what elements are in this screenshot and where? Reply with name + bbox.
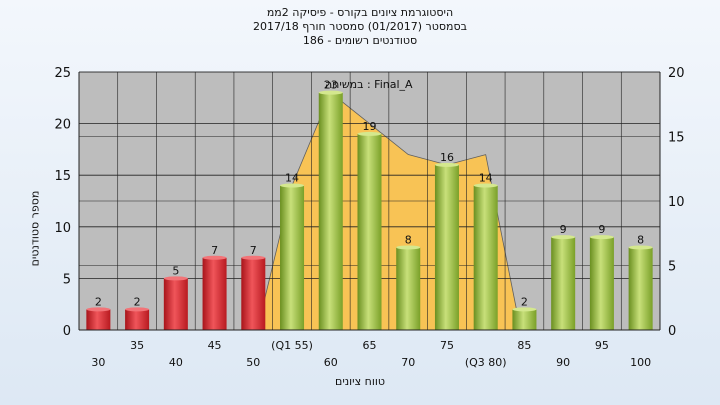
x-tick-label: 40 bbox=[169, 356, 183, 369]
bar-35 bbox=[125, 309, 150, 330]
x-tick-label: 50 bbox=[246, 356, 260, 369]
x-tick-label: 70 bbox=[401, 356, 415, 369]
bar-cap bbox=[125, 307, 150, 312]
y-tick-label: 25 bbox=[54, 66, 71, 81]
y-axis-label: מספר סטודנטים bbox=[28, 190, 42, 267]
y-tick-label: 15 bbox=[54, 169, 71, 184]
x-tick-label: 35 bbox=[130, 339, 144, 352]
x-tick-label: 100 bbox=[630, 356, 651, 369]
x-axis-label: טווח ציונים bbox=[335, 375, 385, 388]
bar-cap bbox=[241, 255, 266, 260]
x-tick-label: 75 bbox=[440, 339, 454, 352]
bar-cap bbox=[396, 245, 421, 250]
bar-90 bbox=[551, 237, 576, 330]
bar-value-label: 7 bbox=[250, 244, 257, 257]
x-tick-label: (Q1 55) bbox=[271, 339, 313, 352]
bar-40 bbox=[163, 278, 188, 330]
x-tick-label: 30 bbox=[91, 356, 105, 369]
bar-cap bbox=[473, 183, 498, 188]
bar-cap bbox=[202, 255, 227, 260]
bar-60 bbox=[318, 92, 343, 330]
bar-75 bbox=[434, 164, 459, 330]
bar-155 bbox=[280, 185, 305, 330]
chart-title-line-1: היסטוגרמת ציונים בקורס - פיסיקה 2ממ bbox=[266, 6, 454, 19]
y2-tick-label: 20 bbox=[668, 66, 685, 81]
y-tick-label: 5 bbox=[63, 272, 71, 287]
y2-tick-label: 5 bbox=[668, 260, 676, 275]
bar-value-label: 2 bbox=[134, 295, 141, 308]
x-tick-label: 60 bbox=[324, 356, 338, 369]
bar-cap bbox=[86, 307, 111, 312]
bar-cap bbox=[357, 131, 382, 136]
bar-value-label: 8 bbox=[405, 233, 412, 246]
bar-value-label: 2 bbox=[95, 295, 102, 308]
chart-title-line-2: בסמסטר (01/2017) סמסטר חורף 2017/18 bbox=[253, 20, 467, 33]
bar-value-label: 16 bbox=[440, 151, 454, 164]
y2-tick-label: 0 bbox=[668, 324, 676, 339]
bar-100 bbox=[628, 247, 653, 330]
chart-title-line-3: סטודנטים רשומים - 186 bbox=[302, 34, 418, 47]
bar-value-label: 5 bbox=[172, 264, 179, 277]
bar-value-label: 7 bbox=[211, 244, 218, 257]
bar-value-label: 19 bbox=[363, 120, 377, 133]
bar-70 bbox=[396, 247, 421, 330]
bar-cap bbox=[163, 276, 188, 281]
bar-value-label: 9 bbox=[598, 223, 605, 236]
bar-cap bbox=[512, 307, 537, 312]
bar-cap bbox=[280, 183, 305, 188]
x-tick-label: 90 bbox=[556, 356, 570, 369]
x-tick-label: 85 bbox=[517, 339, 531, 352]
bar-value-label: 2 bbox=[521, 295, 528, 308]
bar-30 bbox=[86, 309, 111, 330]
bar-95 bbox=[589, 237, 614, 330]
bar-50 bbox=[241, 257, 266, 330]
x-tick-label: (Q3 80) bbox=[465, 356, 507, 369]
bar-value-label: 14 bbox=[285, 172, 299, 185]
y-tick-label: 20 bbox=[54, 118, 71, 133]
bar-cap bbox=[318, 90, 343, 95]
y2-tick-label: 10 bbox=[668, 195, 685, 210]
x-tick-label: 45 bbox=[208, 339, 222, 352]
y-tick-label: 10 bbox=[54, 221, 71, 236]
y-tick-label: 0 bbox=[63, 324, 71, 339]
bar-value-label: 23 bbox=[324, 79, 338, 92]
bar-45 bbox=[202, 257, 227, 330]
legend-label: במשיחה : Final_A bbox=[325, 78, 413, 91]
y2-tick-label: 15 bbox=[668, 131, 685, 146]
bar-85 bbox=[512, 309, 537, 330]
bar-65 bbox=[357, 133, 382, 330]
bar-cap bbox=[434, 162, 459, 167]
bar-cap bbox=[589, 235, 614, 240]
bar-value-label: 14 bbox=[479, 172, 493, 185]
x-tick-label: 65 bbox=[363, 339, 377, 352]
bar-cap bbox=[628, 245, 653, 250]
bar-380 bbox=[473, 185, 498, 330]
bar-cap bbox=[551, 235, 576, 240]
bar-value-label: 9 bbox=[560, 223, 567, 236]
bar-value-label: 8 bbox=[637, 233, 644, 246]
x-tick-label: 95 bbox=[595, 339, 609, 352]
